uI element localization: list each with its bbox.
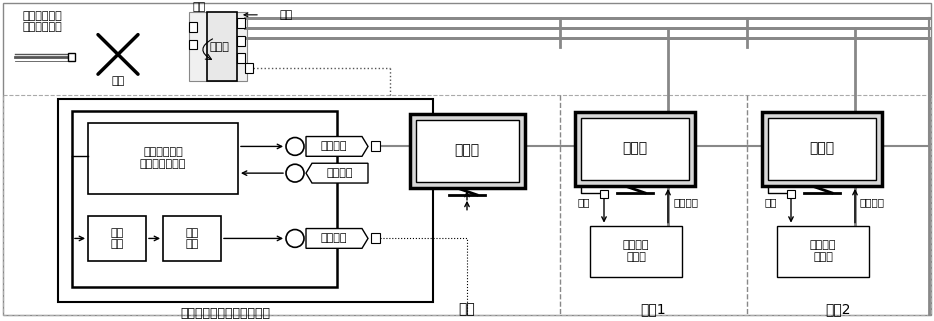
Bar	[88, 216, 146, 261]
Text: 电视信号: 电视信号	[860, 197, 885, 207]
Text: 电缆有线
机顶盒: 电缆有线 机顶盒	[810, 240, 836, 262]
Circle shape	[286, 230, 304, 247]
Polygon shape	[306, 229, 368, 248]
Bar	[3, 95, 931, 315]
Bar	[600, 190, 608, 198]
Bar	[371, 233, 380, 243]
Text: 连接: 连接	[280, 10, 293, 20]
Text: 客厅: 客厅	[459, 303, 475, 317]
Text: 原楼栋入户的: 原楼栋入户的	[22, 11, 62, 21]
Bar	[787, 190, 795, 198]
Bar	[207, 12, 237, 81]
Bar	[590, 226, 682, 277]
Text: 有线电视电缆: 有线电视电缆	[22, 22, 62, 32]
Bar	[575, 112, 695, 186]
Bar	[416, 120, 519, 182]
Text: 连接: 连接	[577, 197, 590, 207]
Bar	[163, 216, 221, 261]
Bar	[777, 226, 869, 277]
Bar	[581, 118, 689, 180]
Bar	[72, 111, 337, 287]
Bar	[68, 53, 75, 61]
Bar	[768, 118, 876, 180]
Text: 电视信号: 电视信号	[320, 233, 347, 243]
Bar	[58, 99, 433, 302]
Text: 级联输出型电视光纤机顶盒: 级联输出型电视光纤机顶盒	[180, 307, 270, 320]
Text: 解码
电路: 解码 电路	[185, 228, 199, 249]
Bar	[762, 112, 882, 186]
Text: 电视机: 电视机	[622, 142, 647, 155]
Bar	[88, 123, 238, 194]
Text: 房间2: 房间2	[826, 303, 851, 317]
Bar	[189, 22, 197, 32]
Polygon shape	[306, 163, 368, 183]
Text: 电视机: 电视机	[810, 142, 835, 155]
Text: 连接: 连接	[765, 197, 777, 207]
Text: 房间1: 房间1	[640, 303, 666, 317]
Bar	[410, 114, 525, 188]
Polygon shape	[306, 136, 368, 156]
Text: 可级联的光纤
接收调谐器模组: 可级联的光纤 接收调谐器模组	[140, 147, 186, 169]
Bar	[371, 142, 380, 152]
Text: 光纤输入: 光纤输入	[327, 168, 353, 178]
Text: 电视信号: 电视信号	[673, 197, 698, 207]
Text: 断开: 断开	[111, 76, 124, 86]
Circle shape	[286, 137, 304, 155]
Text: 分支器: 分支器	[209, 42, 229, 53]
Bar	[245, 63, 253, 73]
Text: 电视机: 电视机	[455, 143, 479, 157]
Bar	[237, 18, 245, 28]
Bar	[189, 39, 197, 49]
Bar	[237, 53, 245, 63]
Text: 解调
电路: 解调 电路	[110, 228, 123, 249]
Text: 级联输出: 级联输出	[320, 142, 347, 152]
Bar	[237, 36, 245, 46]
Bar	[189, 12, 247, 81]
Text: 转接: 转接	[192, 2, 205, 12]
Text: 电缆有线
机顶盒: 电缆有线 机顶盒	[623, 240, 649, 262]
Circle shape	[286, 164, 304, 182]
